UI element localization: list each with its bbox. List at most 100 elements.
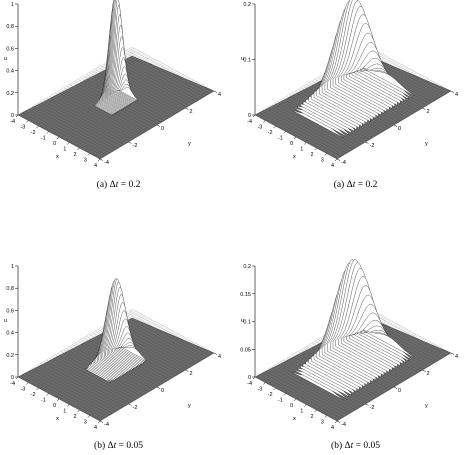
y-tick-label: 2 — [190, 371, 193, 377]
z-tick-label: 0.2 — [243, 264, 251, 270]
y-tick — [422, 107, 426, 110]
y-tick-label: 0 — [398, 388, 401, 394]
x-tick — [334, 420, 338, 424]
x-tick — [15, 114, 19, 118]
x-tick — [304, 404, 307, 407]
x-tick — [67, 404, 70, 407]
y-tick — [450, 90, 455, 93]
caption-b-right: (b) Δt = 0.05 — [331, 441, 380, 451]
y-tick — [450, 352, 455, 355]
caption-b-left: (b) Δt = 0.05 — [94, 441, 143, 451]
y-axis-label: y — [188, 141, 191, 147]
y-tick — [336, 158, 341, 161]
z-tick-label: 0.8 — [6, 24, 14, 30]
x-tick — [77, 147, 80, 151]
y-tick-label: 4 — [455, 354, 458, 360]
x-tick-label: -2 — [268, 392, 273, 398]
y-tick — [365, 403, 369, 406]
surface-rib — [120, 346, 148, 362]
x-tick — [293, 398, 297, 402]
y-tick — [185, 107, 189, 110]
x-tick-label: -4 — [10, 381, 15, 387]
x-tick-label: -4 — [247, 119, 252, 125]
surface-rib — [362, 329, 414, 358]
x-axis-label: x — [56, 154, 59, 160]
x-tick-label: -3 — [20, 387, 25, 393]
y-tick-label: 0 — [161, 388, 164, 394]
x-tick-label: 4 — [331, 425, 334, 431]
x-tick-label: 1 — [63, 147, 66, 153]
y-tick — [128, 403, 132, 406]
peak-surface — [84, 278, 148, 384]
x-tick-label: -1 — [41, 136, 46, 142]
x-tick-label: 2 — [310, 414, 313, 420]
peak-surface — [292, 0, 414, 138]
surface-rib — [362, 67, 414, 96]
x-tick — [252, 376, 256, 380]
y-tick — [99, 158, 104, 161]
x-tick — [56, 398, 60, 402]
y-axis-label: y — [425, 403, 428, 409]
z-tick-label: 0.6 — [6, 46, 14, 52]
surface-rib — [119, 87, 138, 101]
x-tick-label: 2 — [310, 152, 313, 158]
y-tick — [156, 124, 161, 127]
y-tick-label: 2 — [190, 109, 193, 115]
x-tick-label: 1 — [63, 409, 66, 415]
y-tick — [393, 386, 398, 389]
x-tick — [314, 147, 317, 151]
y-tick-label: -2 — [133, 143, 138, 149]
z-tick-label: 0.4 — [6, 331, 14, 337]
x-tick — [263, 382, 266, 385]
z-axis-label: u — [4, 318, 7, 324]
x-tick — [273, 125, 276, 129]
x-tick-label: 3 — [84, 420, 87, 426]
y-tick-label: -4 — [104, 160, 109, 166]
x-tick-label: 3 — [84, 158, 87, 164]
y-tick-label: -4 — [341, 160, 346, 166]
y-tick — [185, 369, 189, 372]
x-tick — [36, 125, 39, 129]
x-tick — [67, 142, 70, 145]
x-tick-label: -1 — [278, 398, 283, 404]
z-tick-label: 1 — [11, 2, 14, 8]
peak-surface — [292, 259, 414, 400]
y-tick-label: -2 — [370, 405, 375, 411]
z-axis-label: u — [241, 318, 244, 324]
y-tick — [99, 420, 104, 423]
surface-plot-4: 0 0.05 0.1 0.15 0.2 u -4 -3 -2 -1 0 1 2 3 4 x -4 -2 0 2 4 y — [240, 259, 458, 431]
y-axis-label: y — [425, 141, 428, 147]
surface-plot-3: 0 0.2 0.4 0.6 0.8 1 u -4 -3 -2 -1 0 1 2 3 4 x -4 -2 0 2 4 y — [4, 264, 221, 431]
surface-plot-2: 0 0.1 0.2 u -4 -3 -2 -1 0 1 2 3 4 x -4 -2 0 2 4 y — [241, 0, 458, 169]
x-tick — [304, 142, 307, 145]
x-tick — [46, 393, 49, 396]
x-tick — [273, 387, 276, 391]
y-tick — [365, 141, 369, 144]
z-axis-label: u — [241, 56, 244, 62]
y-axis-label: y — [188, 403, 191, 409]
x-tick-label: -3 — [257, 125, 262, 131]
z-tick-label: 0 — [11, 375, 14, 381]
x-tick — [97, 420, 101, 424]
y-tick-label: -2 — [133, 405, 138, 411]
x-tick-label: -2 — [31, 130, 36, 136]
x-tick-label: 4 — [94, 163, 97, 169]
x-tick-label: 3 — [321, 158, 324, 164]
caption-a-left: (a) Δt = 0.2 — [96, 180, 141, 190]
y-tick — [336, 420, 341, 423]
z-tick-label: 0.2 — [243, 2, 251, 8]
z-tick-label: 0.15 — [240, 292, 251, 298]
z-tick-label: 0 — [11, 113, 14, 119]
x-tick — [56, 136, 60, 140]
y-tick — [156, 386, 161, 389]
x-tick-label: -1 — [41, 398, 46, 404]
x-tick-label: 2 — [73, 414, 76, 420]
peak-surface — [94, 0, 138, 116]
surface-plot-1: 0 0.2 0.4 0.6 0.8 1 u -4 -3 -2 -1 0 1 2 3 4 x -4 -2 0 2 4 y — [4, 0, 221, 169]
z-tick-label: 0.1 — [243, 58, 251, 64]
x-tick — [324, 415, 327, 418]
x-tick-label: -1 — [278, 136, 283, 142]
z-tick-label: 0.4 — [6, 69, 14, 75]
z-tick-label: 0.2 — [6, 91, 14, 97]
